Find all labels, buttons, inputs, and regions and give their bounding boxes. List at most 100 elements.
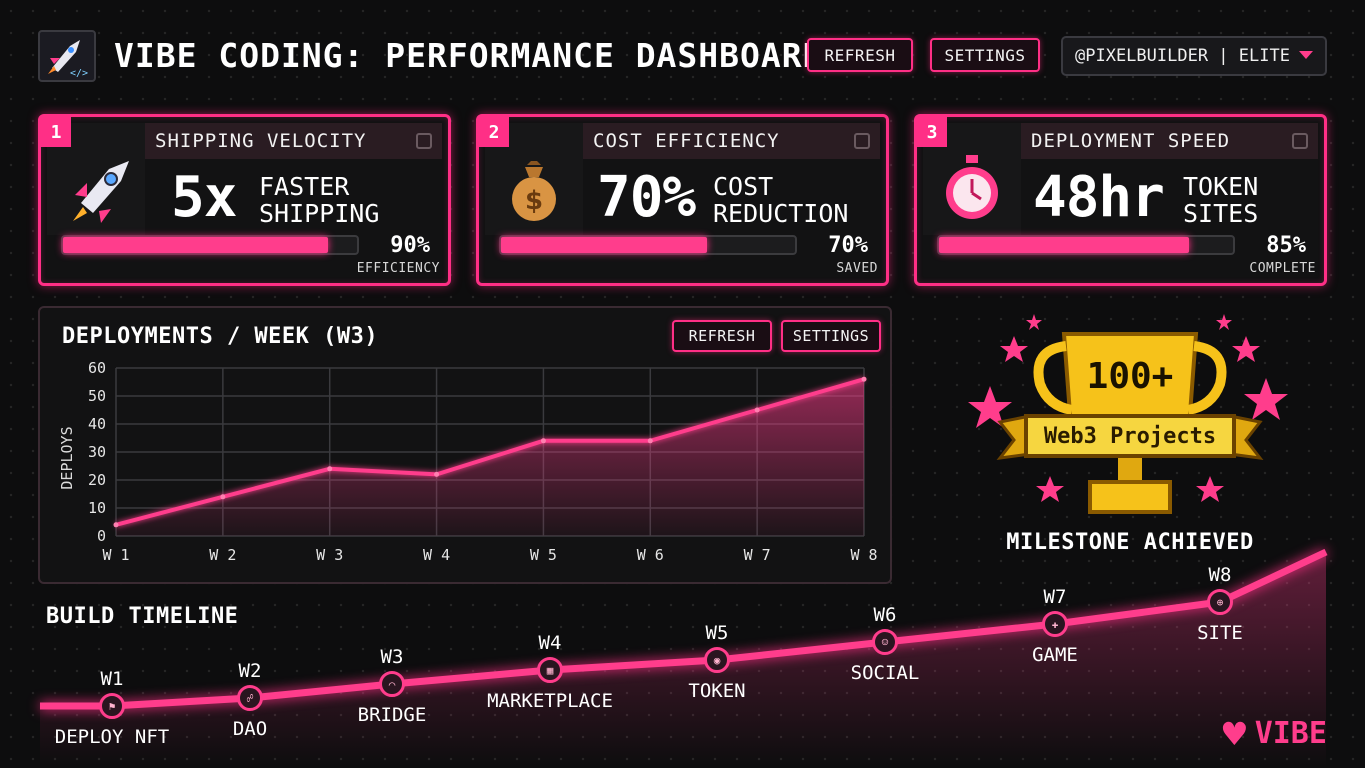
card-title: SHIPPING VELOCITY (155, 130, 367, 152)
timeline-week-label: W3 (380, 646, 404, 668)
timeline-week-label: W7 (1043, 586, 1067, 608)
brand-label: VIBE (1254, 716, 1327, 751)
chart-line (115, 377, 865, 527)
card-title: COST EFFICIENCY (593, 130, 780, 152)
x-tick-label: W 5 (530, 546, 557, 564)
x-tick-label: W 2 (209, 546, 236, 564)
store-icon[interactable]: ▦ (537, 657, 563, 683)
heart-icon: ♥ (1220, 714, 1249, 753)
y-tick-label: 60 (88, 359, 106, 377)
build-timeline-title: BUILD TIMELINE (46, 604, 239, 629)
deployments-chart-panel: DEPLOYMENTS / WEEK (W3) REFRESH SETTINGS… (38, 306, 892, 584)
progress-bar (61, 235, 359, 255)
info-icon[interactable] (1292, 133, 1308, 149)
card-number: 2 (479, 117, 509, 147)
svg-text:$: $ (525, 186, 543, 216)
data-point (434, 471, 440, 477)
progress-label: SAVED (836, 261, 878, 276)
progress-fill (63, 237, 328, 253)
progress-fill (501, 237, 707, 253)
data-point (861, 376, 867, 382)
globe-icon[interactable]: ⊕ (1207, 589, 1233, 615)
chart-settings-button[interactable]: SETTINGS (781, 320, 881, 352)
x-tick-label: W 1 (102, 546, 129, 564)
data-point (754, 407, 760, 413)
timeline-week-label: W8 (1208, 564, 1232, 586)
timeline-week-label: W5 (705, 622, 729, 644)
trophy-icon (968, 314, 1288, 514)
y-tick-label: 30 (88, 443, 106, 461)
refresh-button[interactable]: REFRESH (807, 38, 913, 72)
card-metric-label: TOKEN SITES (1183, 172, 1259, 228)
timeline-item-label: SOCIAL (850, 662, 920, 684)
x-tick-label: W 4 (423, 546, 450, 564)
x-tick-label: W 8 (850, 546, 877, 564)
y-tick-label: 10 (88, 499, 106, 517)
card-number: 1 (41, 117, 71, 147)
timeline-week-label: W4 (538, 632, 562, 654)
timeline-item-label: TOKEN (688, 680, 746, 702)
chart-refresh-button[interactable]: REFRESH (672, 320, 772, 352)
card-metric: 70% (597, 165, 696, 230)
progress-label: COMPLETE (1249, 261, 1316, 276)
progress-bar (499, 235, 797, 255)
progress-percent: 85% (1266, 233, 1306, 258)
x-tick-label: W 7 (744, 546, 771, 564)
user-menu[interactable]: @PIXELBUILDER | ELITE (1061, 36, 1327, 76)
timeline-item-label: MARKETPLACE (487, 690, 613, 712)
x-tick-label: W 3 (316, 546, 343, 564)
coin-icon[interactable]: ◉ (704, 647, 730, 673)
deployments-line-chart: 0 10 20 30 40 50 60 W 1 W 2 W 3 W 4 W 5 W 6 W 7 W 8 D… (58, 359, 878, 564)
trophy-count: 100+ (1086, 356, 1174, 397)
timeline-item-label: DAO (232, 718, 268, 740)
timeline-week-label: W6 (873, 604, 897, 626)
bridge-icon[interactable]: ⌒ (379, 671, 405, 697)
settings-button[interactable]: SETTINGS (930, 38, 1040, 72)
gamepad-icon[interactable]: ✚ (1042, 611, 1068, 637)
y-axis-label: DEPLOYS (58, 426, 76, 489)
data-point (540, 438, 546, 444)
page-title: VIBE CODING: PERFORMANCE DASHBOARD (114, 36, 824, 75)
progress-percent: 90% (390, 233, 430, 258)
timeline-item-label: GAME (1032, 644, 1078, 666)
progress-fill (939, 237, 1189, 253)
card-metric-label: COST REDUCTION (713, 172, 849, 228)
timeline-week-label: W1 (100, 668, 124, 690)
users-icon[interactable]: ☍ (237, 685, 263, 711)
data-point (327, 466, 333, 472)
rocket-icon (73, 161, 129, 223)
trophy-banner: Web3 Projects (1043, 424, 1217, 449)
milestone-caption: MILESTONE ACHIEVED (1006, 530, 1254, 555)
timeline-week-label: W2 (238, 660, 262, 682)
rocket-code-icon: </> (48, 40, 88, 79)
data-point (220, 494, 226, 500)
card-metric-label: FASTER SHIPPING (259, 172, 380, 228)
y-tick-label: 0 (97, 527, 106, 545)
cost-efficiency-card: $ 2 COST EFFICIENCY 70% COST REDUCTION 7… (476, 114, 889, 286)
timeline-item-label: SITE (1197, 622, 1243, 644)
people-icon[interactable]: ☺ (872, 629, 898, 655)
flag-icon[interactable]: ⚑ (99, 693, 125, 719)
user-label: @PIXELBUILDER | ELITE (1075, 46, 1290, 66)
timeline-item-label: BRIDGE (357, 704, 427, 726)
data-point (647, 438, 653, 444)
info-icon[interactable] (416, 133, 432, 149)
stopwatch-icon (946, 155, 998, 219)
y-tick-label: 50 (88, 387, 106, 405)
y-tick-label: 40 (88, 415, 106, 433)
progress-bar (937, 235, 1235, 255)
card-metric: 48hr (1033, 165, 1165, 230)
x-tick-label: W 6 (637, 546, 664, 564)
card-title: DEPLOYMENT SPEED (1031, 130, 1231, 152)
chart-title: DEPLOYMENTS / WEEK (W3) (62, 324, 379, 349)
card-metric: 5x (171, 165, 237, 230)
app-logo: </> (38, 30, 96, 82)
chevron-down-icon (1299, 51, 1313, 59)
data-point (113, 522, 119, 528)
vibe-brand: ♥ VIBE (1220, 716, 1327, 751)
timeline-item-label: DEPLOY NFT (54, 726, 170, 748)
deployment-speed-card: 3 DEPLOYMENT SPEED 48hr TOKEN SITES 85% … (914, 114, 1327, 286)
info-icon[interactable] (854, 133, 870, 149)
trophy-milestone: 100+ Web3 Projects MILESTONE ACHIEVED (960, 306, 1300, 566)
progress-percent: 70% (828, 233, 868, 258)
